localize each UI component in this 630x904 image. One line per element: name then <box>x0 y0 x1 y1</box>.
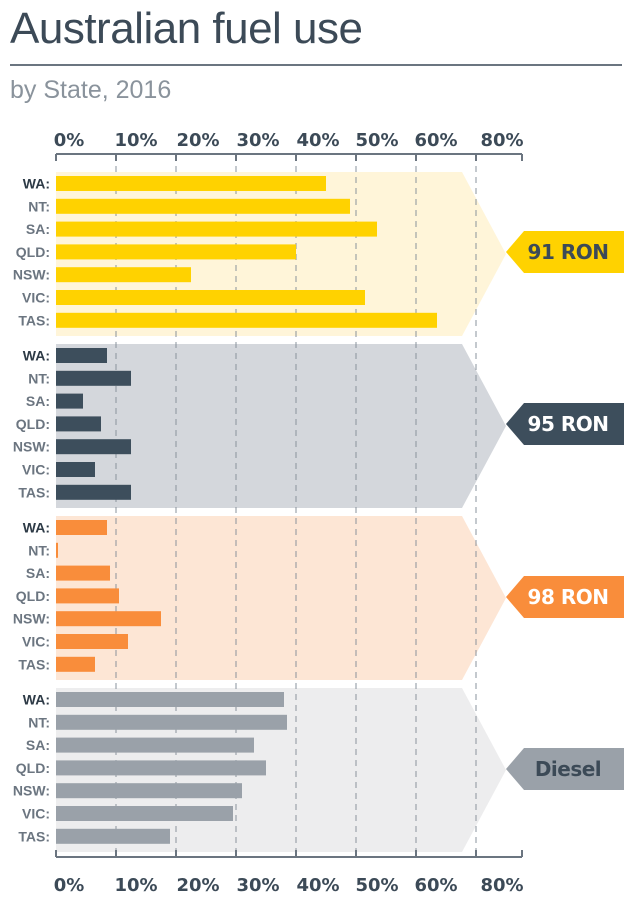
state-label-tas: TAS: <box>18 484 50 500</box>
state-label-wa: WA: <box>23 692 50 708</box>
state-label-nt: NT: <box>28 542 50 558</box>
bar-diesel-nsw <box>56 783 242 799</box>
badge-95-ron <box>506 403 624 445</box>
state-label-qld: QLD: <box>16 416 50 432</box>
bar-98-ron-nt <box>56 542 58 558</box>
tick-label-bottom-40: 40% <box>296 875 339 896</box>
tick-label-top-80: 80% <box>480 130 523 151</box>
state-label-qld: QLD: <box>16 244 50 260</box>
chart-subtitle: by State, 2016 <box>10 76 172 104</box>
bar-diesel-sa <box>56 737 254 753</box>
bar-95-ron-tas <box>56 484 131 500</box>
tick-label-top-60: 60% <box>414 130 457 151</box>
state-label-tas: TAS: <box>18 656 50 672</box>
bar-diesel-qld <box>56 760 266 776</box>
bar-91-ron-tas <box>56 312 437 328</box>
state-label-sa: SA: <box>26 565 50 581</box>
state-label-nsw: NSW: <box>13 783 50 799</box>
state-label-sa: SA: <box>26 393 50 409</box>
bar-95-ron-vic <box>56 462 95 477</box>
bar-98-ron-nsw <box>56 611 161 627</box>
band-98-ron <box>56 516 506 680</box>
bar-98-ron-wa <box>56 520 107 535</box>
state-label-nsw: NSW: <box>13 611 50 627</box>
tick-label-top-10: 10% <box>114 130 157 151</box>
bar-95-ron-wa <box>56 348 107 363</box>
bars <box>56 176 437 844</box>
state-label-vic: VIC: <box>22 290 50 306</box>
state-label-nsw: NSW: <box>13 267 50 283</box>
state-label-sa: SA: <box>26 737 50 753</box>
axes: 0% 10% 20% 30% 40% 50% 60% 80% 0% 10% 20% 30% 40% 50%… <box>54 130 524 896</box>
fuel-badges: 91 RON 95 RON 98 RON Diesel <box>506 231 624 790</box>
tick-label-top-0: 0% <box>54 130 85 151</box>
bar-95-ron-nsw <box>56 439 131 455</box>
bar-91-ron-sa <box>56 221 377 237</box>
badge-label-diesel: Diesel <box>535 757 601 781</box>
bar-diesel-nt <box>56 714 287 730</box>
state-label-sa: SA: <box>26 221 50 237</box>
tick-label-top-40: 40% <box>296 130 339 151</box>
bar-diesel-tas <box>56 828 170 844</box>
bar-95-ron-qld <box>56 416 101 432</box>
state-label-nt: NT: <box>28 714 50 730</box>
chart-title: Australian fuel use <box>10 4 363 53</box>
bar-diesel-wa <box>56 692 284 707</box>
bar-98-ron-tas <box>56 656 95 672</box>
badge-label-98-ron: 98 RON <box>528 585 609 609</box>
state-label-wa: WA: <box>23 176 50 192</box>
tick-label-bottom-30: 30% <box>236 875 279 896</box>
state-label-tas: TAS: <box>18 828 50 844</box>
state-label-qld: QLD: <box>16 588 50 604</box>
bar-95-ron-sa <box>56 393 83 409</box>
tick-label-bottom-10: 10% <box>114 875 157 896</box>
state-label-qld: QLD: <box>16 760 50 776</box>
tick-label-bottom-50: 50% <box>355 875 398 896</box>
title-rule <box>10 64 622 66</box>
tick-label-bottom-80: 80% <box>480 875 523 896</box>
badge-label-91-ron: 91 RON <box>528 240 609 264</box>
bar-95-ron-nt <box>56 370 131 386</box>
badge-98-ron <box>506 576 624 618</box>
badge-91-ron <box>506 231 624 273</box>
state-label-vic: VIC: <box>22 634 50 650</box>
tick-label-top-30: 30% <box>236 130 279 151</box>
band-95-ron <box>56 344 506 508</box>
state-label-wa: WA: <box>23 348 50 364</box>
bar-91-ron-nt <box>56 198 350 214</box>
state-label-vic: VIC: <box>22 462 50 478</box>
bar-98-ron-sa <box>56 565 110 581</box>
bar-98-ron-vic <box>56 634 128 649</box>
bar-91-ron-nsw <box>56 267 191 283</box>
tick-label-bottom-0: 0% <box>54 875 85 896</box>
bar-91-ron-vic <box>56 290 365 305</box>
tick-label-top-50: 50% <box>355 130 398 151</box>
bar-91-ron-wa <box>56 176 326 191</box>
state-label-tas: TAS: <box>18 312 50 328</box>
tick-label-top-20: 20% <box>176 130 219 151</box>
tick-label-bottom-20: 20% <box>176 875 219 896</box>
bar-98-ron-qld <box>56 588 119 604</box>
state-labels: WA: NT: SA: QLD: NSW: VIC: TAS: WA: NT: SA: QLD: NS… <box>13 176 50 845</box>
state-label-nt: NT: <box>28 198 50 214</box>
state-label-vic: VIC: <box>22 806 50 822</box>
state-label-nt: NT: <box>28 370 50 386</box>
state-label-nsw: NSW: <box>13 439 50 455</box>
state-label-wa: WA: <box>23 520 50 536</box>
badge-label-95-ron: 95 RON <box>528 412 609 436</box>
bar-diesel-vic <box>56 806 233 821</box>
bar-91-ron-qld <box>56 244 296 260</box>
badge-diesel <box>506 748 624 790</box>
tick-label-bottom-60: 60% <box>414 875 457 896</box>
